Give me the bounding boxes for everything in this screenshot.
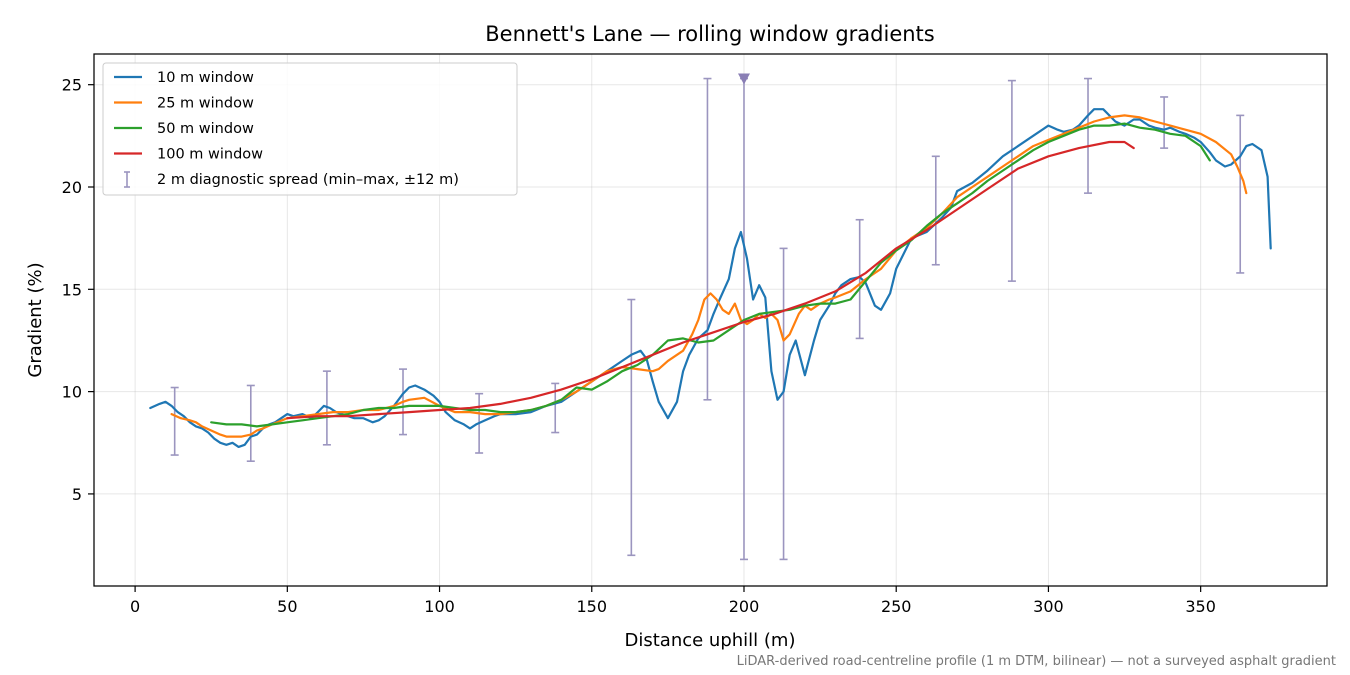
legend: 10 m window 25 m window 50 m window 100 m w… [102, 62, 518, 196]
y-axis-ticks: 5 10 15 20 25 [62, 76, 94, 504]
series-line-1 [170, 114, 1248, 438]
legend-label: 10 m window [157, 70, 254, 86]
y-tick-label: 25 [62, 76, 82, 95]
series-line-2 [210, 122, 1211, 428]
y-axis-label: Gradient (%) [25, 262, 46, 377]
x-axis-ticks: 0 50 100 150 200 250 300 350 [130, 586, 1216, 616]
legend-label: 100 m window [157, 147, 263, 163]
x-tick-label: 200 [729, 597, 760, 616]
chart-title: Bennett's Lane — rolling window gradient… [485, 22, 934, 46]
plot-frame [93, 53, 1328, 587]
x-tick-label: 50 [277, 597, 297, 616]
legend-label: 2 m diagnostic spread (min–max, ±12 m) [157, 172, 459, 188]
legend-box [102, 62, 518, 196]
errorbar [703, 77, 712, 401]
errorbar [855, 218, 864, 340]
errorbar [779, 247, 788, 561]
x-tick-label: 150 [576, 597, 607, 616]
legend-label: 25 m window [157, 96, 254, 112]
x-tick-label: 250 [881, 597, 912, 616]
series-line-0 [149, 108, 1272, 448]
footnote: LiDAR-derived road-centreline profile (1… [737, 654, 1336, 669]
errorbar [1084, 77, 1093, 194]
errorbar [1160, 96, 1169, 149]
diagnostic-spread-errorbars [170, 73, 1245, 561]
legend-label: 50 m window [157, 121, 254, 137]
x-tick-label: 300 [1033, 597, 1064, 616]
x-tick-label: 0 [130, 597, 140, 616]
y-tick-label: 10 [62, 383, 82, 402]
y-tick-label: 15 [62, 280, 82, 299]
errorbar [627, 298, 636, 557]
series-lines [149, 108, 1272, 448]
x-tick-label: 100 [424, 597, 455, 616]
errorbar [1007, 79, 1016, 282]
y-tick-label: 5 [72, 485, 82, 504]
errorbar [931, 155, 940, 266]
x-axis-label: Distance uphill (m) [625, 630, 796, 651]
series-line-3 [286, 140, 1135, 420]
errorbar [246, 384, 255, 462]
x-tick-label: 350 [1185, 597, 1216, 616]
y-tick-label: 20 [62, 178, 82, 197]
outlier-marker-triangle [737, 73, 750, 85]
errorbar [170, 386, 179, 456]
errorbar [1236, 114, 1245, 274]
